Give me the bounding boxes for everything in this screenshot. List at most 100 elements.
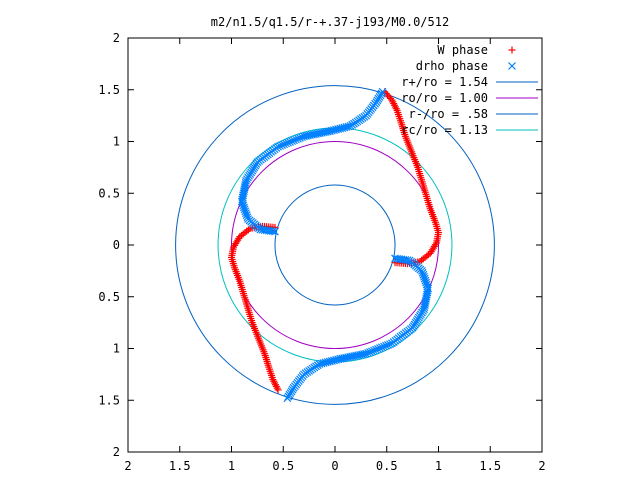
- drho-phase-point: [370, 346, 378, 355]
- cross-stroke: [376, 344, 384, 353]
- drho-phase-point: [376, 344, 384, 353]
- cross-stroke: [271, 227, 279, 236]
- x-tick-label: 0: [331, 459, 338, 473]
- cross-stroke: [391, 254, 399, 263]
- drho-phase-point: [366, 348, 374, 357]
- w-phase-point: [269, 376, 277, 384]
- legend-label: rc/ro = 1.13: [401, 123, 488, 137]
- w-phase-point: [391, 103, 399, 111]
- cross-stroke: [256, 225, 265, 234]
- y-tick-label: 2: [113, 445, 120, 459]
- legend-label: drho phase: [416, 59, 488, 73]
- cross-stroke: [372, 345, 380, 354]
- cross-stroke: [421, 276, 430, 285]
- cross-stroke: [300, 132, 308, 141]
- x-tick-label: 0.5: [376, 459, 398, 473]
- cross-stroke: [239, 203, 248, 212]
- drho-phase-point: [286, 137, 294, 146]
- cross-stroke: [403, 256, 412, 265]
- cross-stroke: [239, 201, 248, 210]
- cross-stroke: [258, 225, 267, 234]
- drho-phase-point: [298, 133, 306, 142]
- cross-stroke: [423, 282, 432, 291]
- w-phase-point: [392, 105, 400, 113]
- w-phase-point: [389, 98, 397, 106]
- legend-label: r+/ro = 1.54: [401, 75, 488, 89]
- cross-stroke: [284, 138, 292, 147]
- drho-phase-point: [276, 141, 284, 150]
- drho-phase-point: [300, 132, 308, 141]
- drho-phase-point: [378, 343, 386, 352]
- circle-r: [175, 85, 495, 405]
- cross-stroke: [418, 268, 427, 277]
- x-tick-label: 1: [228, 459, 235, 473]
- y-tick-label: 1: [113, 135, 120, 149]
- drho-phase-point: [386, 340, 394, 349]
- cross-stroke: [378, 343, 386, 352]
- y-tick-label: 1.5: [98, 393, 120, 407]
- w-phase-point: [273, 384, 281, 392]
- x-tick-label: 0.5: [272, 459, 294, 473]
- legend-label: W phase: [437, 43, 488, 57]
- cross-stroke: [366, 348, 374, 357]
- drho-phase-point: [296, 133, 304, 142]
- w-phase-point: [418, 256, 426, 264]
- w-phase-point: [391, 101, 399, 109]
- cross-stroke: [395, 255, 404, 263]
- drho-phase-point: [374, 344, 382, 353]
- cross-stroke: [382, 341, 390, 350]
- w-phase-point: [271, 381, 279, 389]
- drho-phase-point: [278, 141, 286, 150]
- cross-stroke: [292, 135, 300, 144]
- axis-ticks: 2 1.5 1 0.5 0 0.5 1 1.5 221.510.500.511.52: [98, 31, 545, 473]
- cross-stroke: [276, 141, 284, 150]
- cross-stroke: [237, 197, 246, 206]
- cross-stroke: [280, 140, 288, 149]
- cross-stroke: [290, 136, 298, 145]
- drho-phase-point: [388, 339, 396, 348]
- drho-phase-point: [382, 341, 390, 350]
- cross-stroke: [243, 213, 252, 222]
- cross-stroke: [397, 255, 406, 264]
- cross-stroke: [393, 254, 402, 263]
- cross-stroke: [240, 205, 249, 214]
- circle-r: [274, 184, 396, 306]
- cross-stroke: [399, 255, 408, 264]
- drho-phase-point: [372, 345, 380, 354]
- cross-stroke: [283, 394, 292, 403]
- x-tick-label: 2: [538, 459, 545, 473]
- w-phase-point: [390, 100, 398, 108]
- w-phase-point: [231, 241, 239, 249]
- w-phase-point: [272, 382, 280, 390]
- circle-ro: [231, 141, 439, 349]
- cross-stroke: [384, 340, 392, 349]
- cross-stroke: [296, 133, 304, 142]
- cross-stroke: [286, 137, 294, 146]
- legend-label: r-/ro = .58: [409, 107, 488, 121]
- cross-stroke: [420, 274, 429, 283]
- legend: W phase drho phase r+/ro = 1.54 ro/ro = 1.0…: [401, 43, 538, 137]
- cross-stroke: [419, 270, 428, 279]
- y-tick-label: 1: [113, 342, 120, 356]
- legend-label: ro/ro = 1.00: [401, 91, 488, 105]
- chart-title: m2/n1.5/q1.5/r-+.37-j193/M0.0/512: [211, 15, 449, 29]
- w-phase-point: [388, 96, 396, 104]
- cross-stroke: [264, 226, 273, 235]
- cross-stroke: [298, 133, 306, 142]
- cross-stroke: [294, 134, 302, 143]
- x-tick-label: 1.5: [169, 459, 191, 473]
- y-tick-label: 1.5: [98, 83, 120, 97]
- cross-stroke: [368, 347, 376, 356]
- cross-stroke: [288, 137, 296, 146]
- cross-stroke: [380, 342, 388, 351]
- y-tick-label: 0.5: [98, 290, 120, 304]
- cross-stroke: [418, 266, 426, 275]
- x-tick-label: 1: [435, 459, 442, 473]
- y-tick-label: 0.5: [98, 186, 120, 200]
- cross-stroke: [401, 256, 410, 264]
- cross-stroke: [242, 209, 250, 218]
- cross-stroke: [268, 227, 277, 236]
- drho-phase-point: [384, 340, 392, 349]
- cross-stroke: [238, 199, 247, 208]
- drho-phase-point: [294, 134, 302, 143]
